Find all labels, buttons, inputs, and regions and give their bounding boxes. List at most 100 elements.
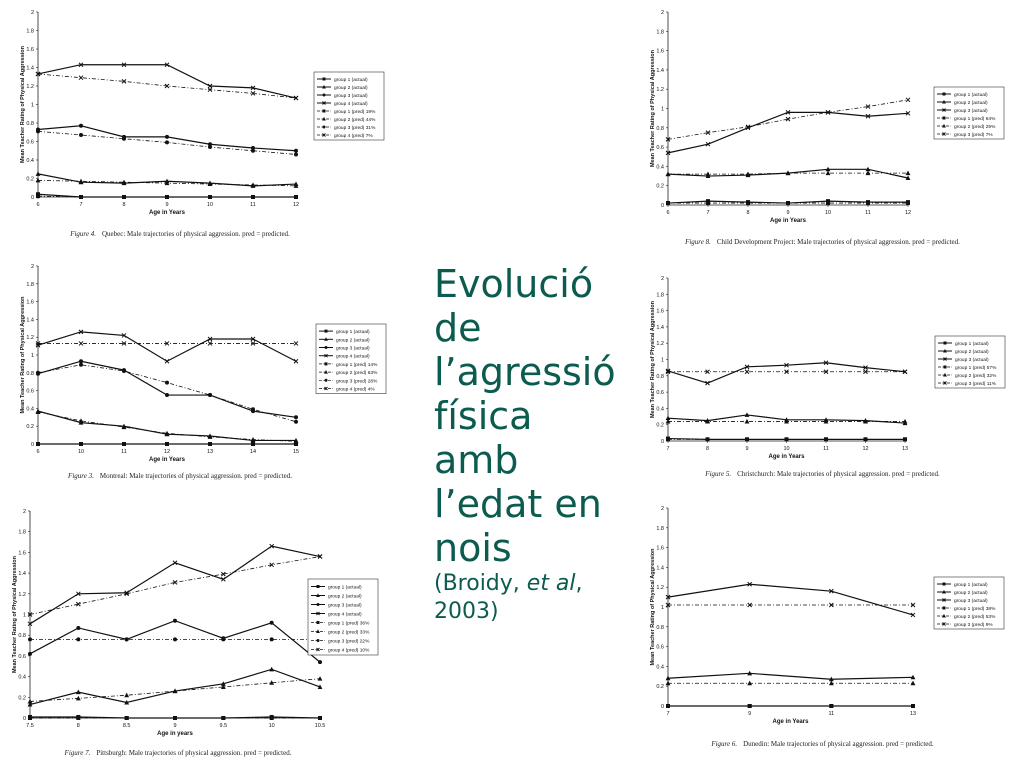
data-point xyxy=(124,637,129,642)
data-point xyxy=(207,87,213,93)
x-tick-label: 7 xyxy=(706,210,709,216)
chart-montreal-svg: 0 0.2 0.4 0.6 0.8 1 1.2 1.4 1.6 1.8 2 6 10 11 12 13 14 15… xyxy=(20,264,387,463)
caption-pittsburgh: Figure 7. Pittsburgh: Male trajectories o… xyxy=(8,749,348,757)
y-tick-label: 0.2 xyxy=(656,684,664,690)
legend-marker xyxy=(316,629,320,633)
y-tick-label: 0.2 xyxy=(656,423,664,429)
x-tick-label: 8 xyxy=(77,723,80,729)
y-tick-label: 0.8 xyxy=(656,625,664,631)
legend-label: group 2 (actual) xyxy=(334,85,368,91)
legend-marker xyxy=(942,123,946,128)
legend-marker xyxy=(942,589,946,594)
legend-marker xyxy=(324,353,328,358)
series-5 xyxy=(665,602,916,608)
caption-child-development: Figure 8. Child Development Project: Male… xyxy=(650,238,995,246)
x-axis-label: Age in Years xyxy=(149,457,186,463)
data-point xyxy=(903,437,907,442)
y-tick-label: 0.2 xyxy=(18,695,26,701)
series-line xyxy=(37,331,297,362)
y-tick-label: 0.4 xyxy=(656,164,664,170)
series-1 xyxy=(665,670,916,682)
y-tick-label: 1.4 xyxy=(26,66,34,72)
series-line xyxy=(667,672,914,680)
data-point xyxy=(910,612,916,618)
data-point xyxy=(665,150,671,156)
legend: group 1 (actual) group 2 (actual) group 3 … xyxy=(933,576,1005,630)
legend-marker xyxy=(943,357,947,361)
series-5 xyxy=(665,97,911,142)
data-point xyxy=(121,424,127,430)
data-point xyxy=(318,660,322,665)
data-point xyxy=(27,621,33,627)
legend-marker xyxy=(324,386,328,391)
series-3 xyxy=(666,437,907,442)
data-point xyxy=(208,145,212,150)
legend-marker xyxy=(316,621,320,624)
data-point xyxy=(665,368,671,374)
series-4 xyxy=(665,170,911,177)
legend-label: group 3 (pred) 31% xyxy=(334,125,376,131)
data-point xyxy=(747,704,752,708)
x-tick-label: 12 xyxy=(862,446,868,452)
x-tick-label: 12 xyxy=(293,202,299,208)
y-tick-label: 2 xyxy=(23,509,26,515)
data-point xyxy=(165,140,169,145)
series-3 xyxy=(35,62,299,101)
data-point xyxy=(79,362,83,367)
x-axis-label: Age in Years xyxy=(149,210,186,216)
series-line xyxy=(29,556,321,615)
x-tick-label: 8 xyxy=(746,210,749,216)
legend-label: group 3 (actual) xyxy=(334,93,368,99)
y-tick-label: 1 xyxy=(23,613,26,619)
legend-label: group 1 (pred) 19% xyxy=(334,109,376,115)
legend-marker xyxy=(316,611,320,616)
data-point xyxy=(705,437,710,442)
data-point xyxy=(220,576,226,582)
y-axis-label: Mean Teacher Rating of Physical Aggressi… xyxy=(650,300,656,418)
data-point xyxy=(665,137,671,142)
data-point xyxy=(666,201,670,206)
data-point xyxy=(35,409,41,414)
y-tick-label: 1.6 xyxy=(26,47,34,53)
y-tick-label: 0 xyxy=(661,203,664,209)
legend-label: group 4 (pred) 4% xyxy=(336,387,375,393)
data-point xyxy=(122,136,126,141)
data-point xyxy=(665,418,671,424)
legend-marker xyxy=(942,132,946,136)
data-point xyxy=(317,684,323,689)
data-point xyxy=(747,581,753,587)
data-point xyxy=(294,152,298,157)
data-point xyxy=(665,675,671,681)
y-tick-label: 1.8 xyxy=(26,29,34,35)
legend-marker xyxy=(324,362,328,366)
legend: group 1 (actual) group 2 (actual) group 3 … xyxy=(313,71,385,141)
data-point xyxy=(866,201,870,206)
data-point xyxy=(121,333,127,338)
x-tick-label: 10 xyxy=(825,210,831,216)
data-point xyxy=(76,716,81,720)
data-point xyxy=(902,369,908,375)
data-point xyxy=(910,680,916,686)
legend-label: group 4 (actual) xyxy=(336,354,370,360)
legend-marker xyxy=(324,346,328,349)
series-5 xyxy=(35,177,299,188)
data-point xyxy=(744,412,750,417)
legend-marker xyxy=(324,378,328,382)
data-point xyxy=(27,701,33,707)
legend-label: group 1 (pred) 36% xyxy=(328,621,370,627)
y-tick-label: 1.2 xyxy=(18,592,26,598)
chart-christchurch-svg: 0 0.2 0.4 0.6 0.8 1 1.2 1.4 1.6 1.8 2 7 8 9 10 11 12 13 Ag… xyxy=(650,276,1006,460)
series-2 xyxy=(28,618,322,665)
y-tick-label: 1 xyxy=(661,358,664,364)
legend-box xyxy=(933,576,1005,630)
data-point xyxy=(905,97,911,103)
data-point xyxy=(75,591,81,597)
series-line xyxy=(37,64,297,99)
citation-year: 2003) xyxy=(434,599,499,624)
caption-text: Pittsburgh: Male trajectories of physica… xyxy=(96,749,292,757)
legend-label: group 3 (actual) xyxy=(336,346,370,352)
data-point xyxy=(666,704,670,708)
x-tick-label: 7 xyxy=(666,446,669,452)
data-point xyxy=(172,560,178,566)
legend: group 1 (actual) group 2 (actual) group 3 … xyxy=(307,578,379,656)
